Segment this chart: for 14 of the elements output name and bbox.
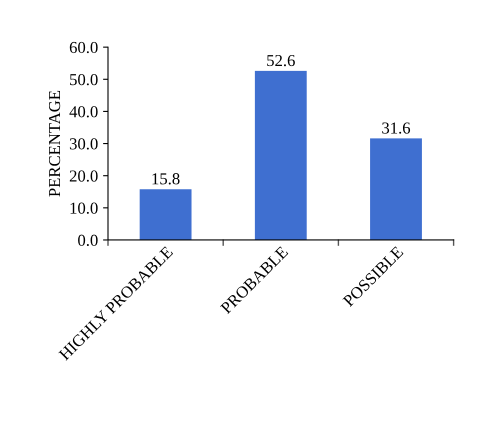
y-tick-label: 50.0: [70, 74, 98, 86]
y-tick-label: 10.0: [70, 202, 98, 214]
y-tick-label: 0.0: [78, 234, 98, 246]
y-tick-label: 30.0: [70, 138, 98, 150]
data-label: 52.6: [267, 54, 295, 66]
y-axis-title: PERCENTAGE: [48, 90, 60, 197]
y-tick-label: 60.0: [70, 42, 98, 54]
bar: [370, 138, 422, 240]
bar: [140, 189, 192, 240]
bar: [254, 70, 307, 240]
data-label: 15.8: [152, 173, 180, 184]
y-tick-label: 20.0: [70, 170, 98, 182]
y-tick-label: 40.0: [69, 106, 98, 118]
data-label: 31.6: [382, 122, 410, 134]
